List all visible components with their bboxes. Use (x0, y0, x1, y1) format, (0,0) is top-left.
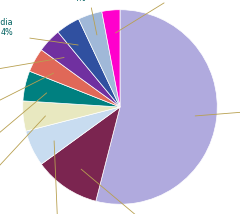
Wedge shape (102, 10, 120, 107)
Wedge shape (78, 12, 120, 107)
Wedge shape (30, 50, 120, 107)
Wedge shape (41, 32, 120, 107)
Text: India
4%: India 4% (0, 18, 13, 37)
Wedge shape (41, 107, 120, 201)
Text: South
Africa
4%: South Africa 4% (63, 0, 86, 3)
Wedge shape (23, 101, 120, 131)
Wedge shape (96, 10, 217, 204)
Wedge shape (26, 107, 120, 164)
Wedge shape (23, 71, 120, 107)
Wedge shape (58, 19, 120, 107)
